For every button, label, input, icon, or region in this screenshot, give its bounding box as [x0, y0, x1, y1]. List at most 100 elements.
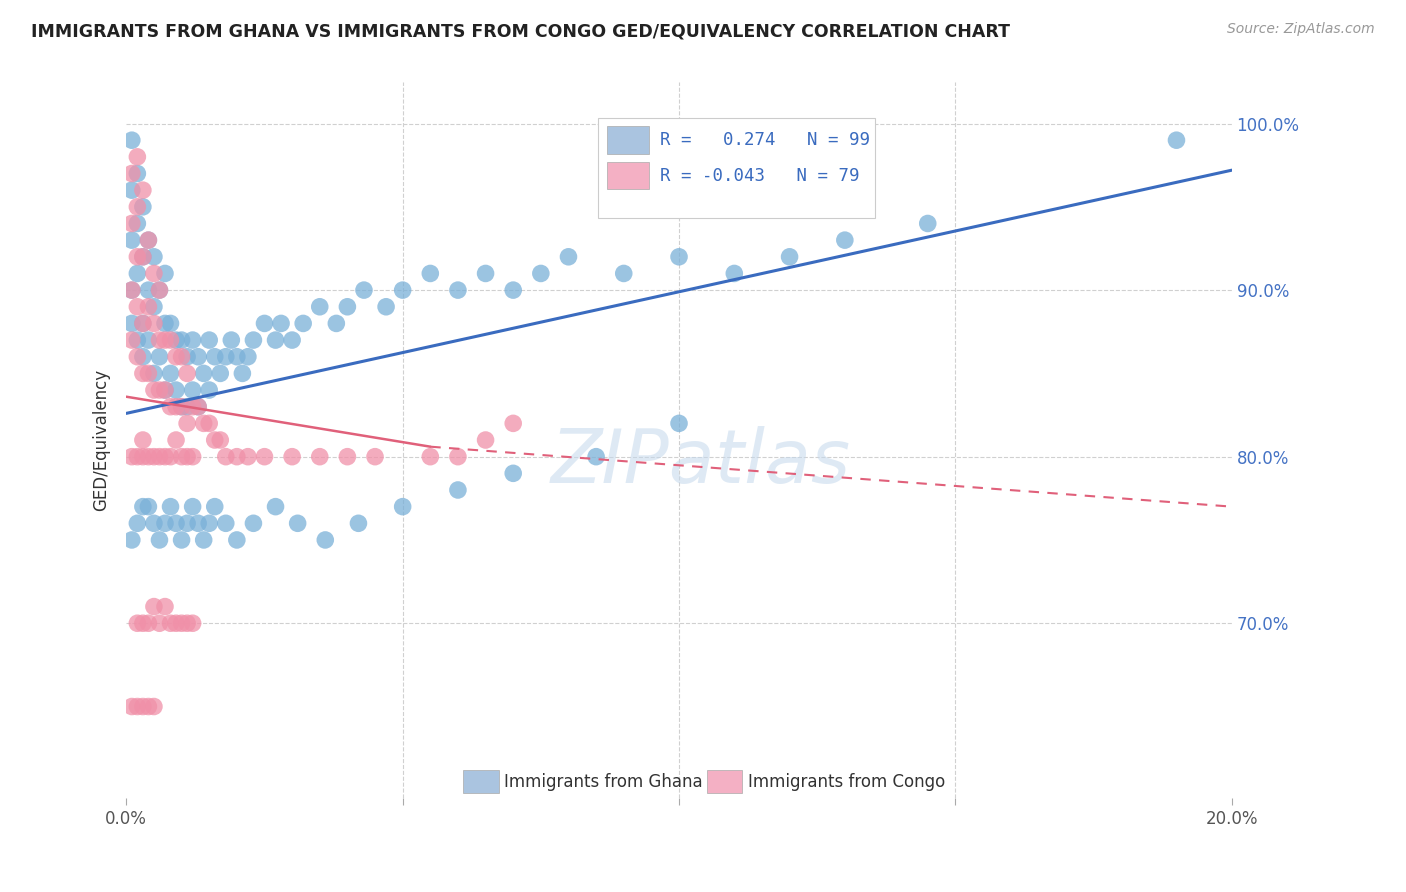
- Point: [132, 699, 155, 714]
- Point: [132, 616, 155, 631]
- Point: [314, 533, 336, 547]
- Point: [121, 233, 143, 247]
- Point: [127, 250, 149, 264]
- Point: [308, 300, 330, 314]
- Point: [138, 699, 160, 714]
- Point: [138, 233, 160, 247]
- Text: Source: ZipAtlas.com: Source: ZipAtlas.com: [1227, 22, 1375, 37]
- Point: [142, 317, 165, 331]
- Point: [176, 450, 198, 464]
- Point: [148, 533, 170, 547]
- Point: [834, 233, 856, 247]
- Point: [165, 350, 187, 364]
- Point: [170, 450, 193, 464]
- Point: [336, 300, 359, 314]
- Point: [121, 333, 143, 347]
- Point: [170, 533, 193, 547]
- Point: [419, 450, 441, 464]
- Point: [474, 433, 496, 447]
- Point: [215, 450, 238, 464]
- Point: [165, 516, 187, 531]
- Point: [127, 300, 149, 314]
- Text: Immigrants from Congo: Immigrants from Congo: [748, 772, 945, 790]
- Point: [121, 283, 143, 297]
- Point: [221, 333, 243, 347]
- Point: [132, 367, 155, 381]
- Point: [138, 283, 160, 297]
- Point: [153, 267, 176, 281]
- Point: [121, 699, 143, 714]
- Point: [215, 516, 238, 531]
- Point: [502, 467, 524, 481]
- Point: [176, 367, 198, 381]
- Point: [148, 283, 170, 297]
- Point: [121, 317, 143, 331]
- Point: [170, 616, 193, 631]
- Point: [204, 433, 226, 447]
- Point: [236, 450, 259, 464]
- Point: [668, 250, 690, 264]
- Point: [325, 317, 347, 331]
- Point: [225, 450, 247, 464]
- Point: [613, 267, 636, 281]
- Point: [121, 283, 143, 297]
- Point: [121, 450, 143, 464]
- Point: [281, 333, 304, 347]
- Point: [148, 283, 170, 297]
- Point: [165, 333, 187, 347]
- Point: [142, 383, 165, 397]
- Point: [225, 533, 247, 547]
- Point: [132, 250, 155, 264]
- Point: [121, 133, 143, 147]
- Text: IMMIGRANTS FROM GHANA VS IMMIGRANTS FROM CONGO GED/EQUIVALENCY CORRELATION CHART: IMMIGRANTS FROM GHANA VS IMMIGRANTS FROM…: [31, 22, 1010, 40]
- Point: [165, 400, 187, 414]
- Point: [231, 367, 253, 381]
- Point: [281, 450, 304, 464]
- Point: [138, 233, 160, 247]
- Point: [142, 599, 165, 614]
- Point: [270, 317, 292, 331]
- Point: [170, 400, 193, 414]
- Point: [447, 283, 470, 297]
- Point: [142, 367, 165, 381]
- Point: [181, 400, 204, 414]
- Point: [142, 267, 165, 281]
- Point: [502, 283, 524, 297]
- Point: [176, 616, 198, 631]
- Point: [132, 317, 155, 331]
- Text: R =   0.274   N = 99: R = 0.274 N = 99: [661, 131, 870, 149]
- Point: [242, 333, 264, 347]
- Point: [153, 383, 176, 397]
- Point: [502, 417, 524, 431]
- Point: [391, 500, 413, 514]
- Point: [132, 433, 155, 447]
- Point: [148, 350, 170, 364]
- Point: [181, 333, 204, 347]
- Point: [127, 167, 149, 181]
- Point: [336, 450, 359, 464]
- Point: [127, 333, 149, 347]
- Point: [353, 283, 375, 297]
- Point: [159, 317, 181, 331]
- Point: [668, 417, 690, 431]
- Point: [142, 300, 165, 314]
- Point: [176, 417, 198, 431]
- Point: [132, 350, 155, 364]
- Point: [159, 367, 181, 381]
- Point: [264, 333, 287, 347]
- Point: [187, 400, 209, 414]
- Point: [176, 400, 198, 414]
- Point: [253, 317, 276, 331]
- Point: [127, 150, 149, 164]
- Point: [557, 250, 579, 264]
- Point: [170, 400, 193, 414]
- Point: [132, 500, 155, 514]
- Point: [153, 450, 176, 464]
- FancyBboxPatch shape: [607, 162, 650, 189]
- Point: [138, 500, 160, 514]
- Point: [193, 367, 215, 381]
- FancyBboxPatch shape: [707, 770, 742, 793]
- Point: [127, 267, 149, 281]
- Point: [215, 350, 238, 364]
- Point: [264, 500, 287, 514]
